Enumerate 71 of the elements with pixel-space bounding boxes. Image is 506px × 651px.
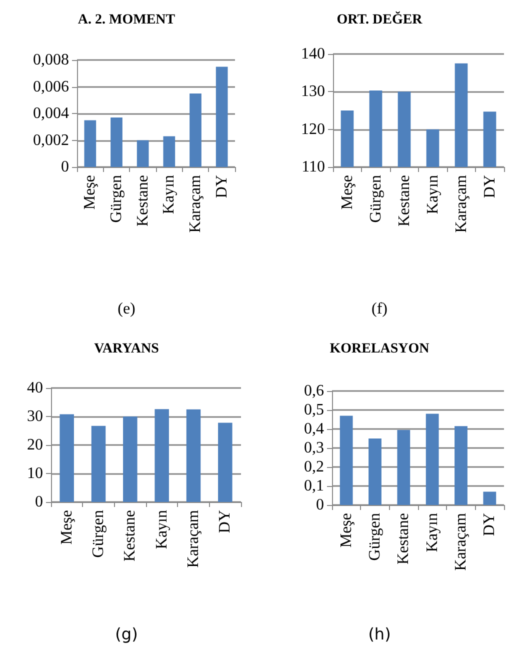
y-tick-label: 40 (27, 380, 43, 396)
y-tick-label: 110 (302, 158, 325, 176)
x-tick-label: Kayın (160, 175, 178, 214)
chart-title: A. 2. MOMENT (78, 12, 176, 28)
x-tick-label: Kayın (424, 513, 441, 552)
chart-title: ORT. DEĞER (336, 10, 424, 28)
bar (163, 136, 176, 167)
y-tick-label: 30 (27, 408, 43, 425)
bar (426, 414, 439, 505)
bar (190, 93, 202, 167)
chart-title: VARYANS (94, 342, 160, 356)
y-tick-label: 0,1 (304, 478, 324, 494)
bar (483, 492, 496, 505)
y-tick-label: 140 (301, 46, 325, 62)
text: (f) (372, 300, 388, 318)
y-tick-label: 0,3 (304, 440, 324, 456)
bar (216, 66, 228, 167)
x-tick-label: Kestane (134, 175, 152, 227)
x-tick-label: DY (213, 174, 230, 198)
x-tick-label: Karaçam (452, 512, 470, 571)
bar (123, 416, 138, 502)
x-tick-label: DY (216, 510, 234, 534)
y-tick-label: 0 (61, 158, 69, 176)
x-tick-label: Karaçam (452, 174, 470, 233)
bar (136, 140, 149, 167)
bar (454, 426, 468, 505)
chart-title: KORELASYON (330, 342, 430, 356)
y-tick-label: 0,4 (304, 420, 324, 438)
bar (91, 426, 106, 502)
bar (218, 422, 232, 502)
text: (e) (118, 300, 136, 318)
bar (154, 409, 169, 502)
y-tick-label: 0,5 (304, 402, 324, 418)
x-tick-label: Kayın (153, 510, 170, 550)
text: (h) (368, 624, 391, 644)
y-tick-label: 0,008 (33, 52, 69, 68)
y-tick-label: 10 (27, 465, 43, 482)
x-tick-label: DY (481, 174, 498, 198)
x-tick-label: DY (481, 512, 498, 536)
x-tick-label: Meşe (338, 513, 355, 548)
y-tick-label: 0,6 (304, 382, 324, 400)
y-tick-label: 0,2 (304, 458, 324, 476)
y-tick-label: 0 (35, 494, 43, 510)
y-tick-label: 130 (301, 83, 325, 100)
text: (g) (115, 624, 138, 644)
bar (110, 118, 122, 167)
y-tick-label: 0,006 (33, 78, 69, 96)
x-tick-label: Meşe (82, 175, 99, 210)
bar (340, 416, 353, 505)
x-tick-label: Karaçam (187, 174, 204, 233)
x-tick-label: Gürgen (108, 175, 125, 223)
y-tick-label: 120 (301, 120, 325, 138)
bar (397, 430, 410, 505)
y-tick-label: 0,002 (33, 132, 69, 149)
x-tick-label: Gürgen (90, 510, 107, 558)
y-tick-label: 0 (316, 496, 324, 514)
bar (84, 120, 96, 167)
x-tick-label: Karaçam (185, 509, 202, 568)
bar (186, 409, 201, 502)
x-tick-label: Gürgen (367, 175, 384, 223)
x-tick-label: Kayın (424, 175, 442, 214)
x-tick-label: Kestane (122, 510, 139, 562)
bar (368, 438, 382, 505)
x-tick-label: Kestane (395, 513, 412, 565)
x-tick-label: Meşe (338, 175, 356, 210)
x-tick-label: Kestane (396, 175, 413, 227)
x-tick-label: Meşe (58, 510, 76, 545)
bar (60, 414, 74, 502)
y-tick-label: 20 (27, 436, 43, 454)
y-tick-label: 0,004 (33, 105, 69, 122)
x-tick-label: Gürgen (366, 513, 384, 561)
